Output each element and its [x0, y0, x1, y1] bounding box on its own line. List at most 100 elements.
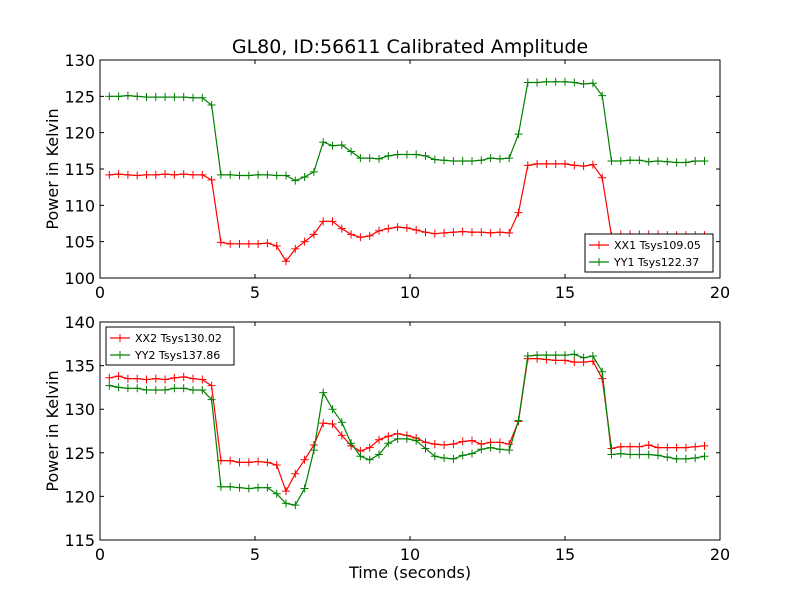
bottom-series-point: [700, 452, 709, 461]
top-series-point: [263, 239, 272, 248]
bottom-series-point: [588, 352, 597, 361]
bottom-series-point: [319, 419, 328, 428]
bottom-series-point: [635, 442, 644, 451]
top-series-point: [170, 93, 179, 102]
bottom-series-point: [663, 443, 672, 452]
top-series-point: [523, 78, 532, 87]
bottom-series-point: [263, 458, 272, 467]
top-series-point: [440, 228, 449, 237]
bottom-series-point: [440, 440, 449, 449]
top-series-point: [272, 171, 281, 180]
top-series-point: [598, 173, 607, 182]
top-series-point: [133, 171, 142, 180]
top-series-point: [161, 93, 170, 102]
top-series-point: [226, 170, 235, 179]
top-series-point: [198, 170, 207, 179]
bottom-series-point: [551, 351, 560, 360]
top-series-point: [598, 91, 607, 100]
bottom-series-point: [235, 483, 244, 492]
top-y-tick-label: 125: [64, 87, 95, 106]
bottom-series-point: [142, 386, 151, 395]
bottom-series-point: [458, 437, 467, 446]
top-series-point: [570, 161, 579, 170]
bottom-series-point: [142, 375, 151, 384]
bottom-series-point: [161, 386, 170, 395]
bottom-series-point: [356, 452, 365, 461]
top-series-point: [216, 238, 225, 247]
bottom-series-point: [282, 499, 290, 508]
bottom-series-point: [105, 373, 114, 382]
top-x-tick-label: 0: [95, 283, 105, 302]
top-series-point: [644, 157, 653, 166]
bottom-series-point: [626, 442, 635, 451]
top-series-point: [477, 228, 486, 237]
top-y-tick-label: 120: [64, 124, 95, 143]
top-series-point: [542, 159, 551, 168]
bottom-y-tick-label: 140: [64, 313, 95, 332]
chart-title: GL80, ID:56611 Calibrated Amplitude: [232, 36, 588, 58]
top-series-point: [495, 154, 504, 163]
bottom-series-point: [189, 386, 197, 395]
top-series-point: [588, 160, 597, 169]
bottom-series-point: [347, 439, 356, 448]
bottom-series-point: [468, 449, 476, 458]
bottom-series-point: [449, 440, 458, 449]
bottom-series-point: [440, 454, 449, 463]
top-series-point: [337, 224, 346, 233]
top-series-point: [514, 130, 523, 139]
bottom-series-point: [570, 358, 579, 367]
bottom-legend-marker-1: [116, 334, 124, 342]
bottom-x-tick-label: 0: [95, 545, 105, 564]
bottom-series-point: [170, 373, 179, 382]
top-series-point: [533, 78, 542, 87]
bottom-series-point: [635, 450, 644, 459]
bottom-subplot: 0 5 10 15 20 115 120 125 130 135 140 Power in Kelvi…: [43, 313, 730, 582]
bottom-series-point: [458, 451, 467, 460]
top-series-point: [402, 150, 411, 159]
bottom-series-point: [123, 384, 132, 393]
bottom-series-point: [384, 432, 393, 441]
top-series-point: [319, 138, 328, 147]
top-series-point: [105, 92, 114, 101]
top-legend-marker-2: [595, 258, 603, 266]
top-series-point: [412, 150, 421, 159]
bottom-series-point: [179, 372, 188, 381]
top-series-point: [133, 92, 142, 101]
top-series-point: [402, 223, 411, 232]
bottom-series-point: [375, 435, 383, 444]
top-series-point: [142, 170, 151, 179]
bottom-series-point: [402, 434, 411, 443]
bottom-y-tick-label: 135: [64, 357, 95, 376]
top-series-point: [179, 170, 188, 179]
top-series-point: [458, 227, 467, 236]
bottom-series-point: [328, 405, 337, 414]
top-series-point: [486, 228, 495, 237]
bottom-series-point: [226, 456, 235, 465]
bottom-series-point: [495, 445, 504, 454]
bottom-series-point: [477, 445, 486, 454]
bottom-series-point: [691, 442, 700, 451]
top-series-point: [542, 77, 551, 86]
bottom-series-point: [337, 418, 346, 427]
bottom-series-point: [514, 416, 523, 425]
top-y-tick-label: 100: [64, 269, 95, 288]
top-x-tick-label: 15: [555, 283, 575, 302]
top-series-point: [300, 172, 309, 181]
top-series-point: [356, 154, 365, 163]
top-series-point: [393, 223, 402, 232]
top-series-point: [328, 217, 337, 226]
top-series-point: [561, 159, 569, 168]
bottom-series-point: [365, 455, 374, 464]
top-series-point: [551, 159, 560, 168]
top-series-point: [700, 157, 709, 166]
bottom-series-point: [272, 461, 281, 470]
bottom-series-point: [616, 442, 625, 451]
bottom-series-point: [179, 384, 188, 393]
bottom-series-point: [133, 374, 142, 383]
bottom-y-tick-label: 130: [64, 400, 95, 419]
top-series-point: [114, 92, 123, 101]
bottom-legend-box: [105, 326, 235, 366]
top-series-point: [393, 150, 402, 159]
top-series-point: [291, 244, 300, 253]
